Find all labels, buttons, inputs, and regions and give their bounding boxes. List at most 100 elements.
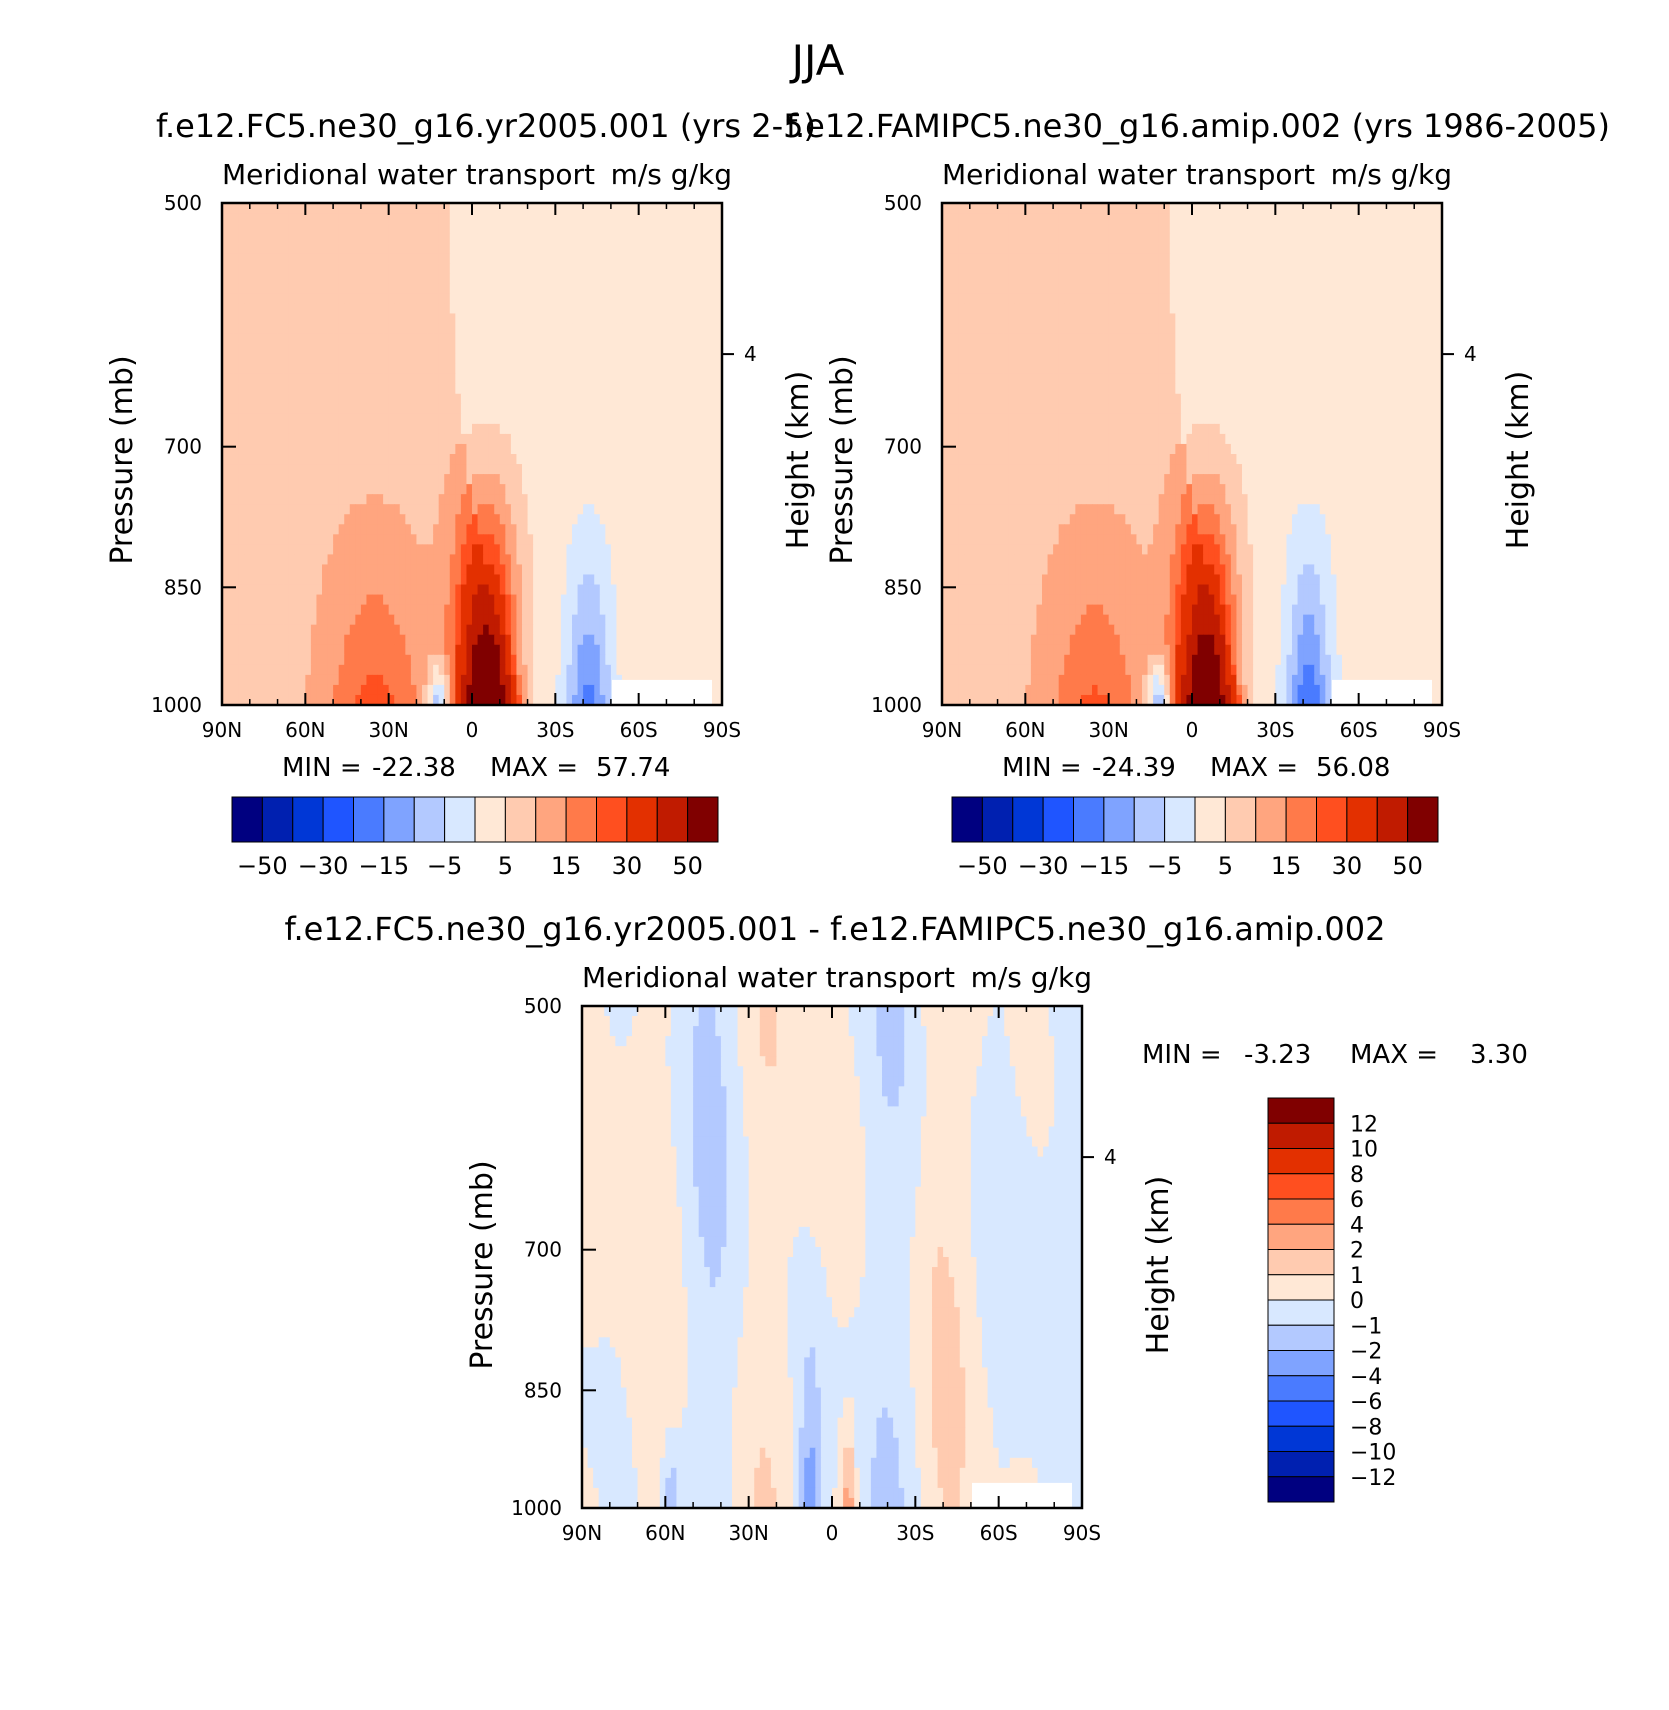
- contour-cell: [577, 413, 584, 425]
- contour-cell: [522, 283, 529, 294]
- contour-cell: [649, 644, 656, 656]
- contour-cell: [227, 233, 234, 244]
- contour-cell: [249, 243, 256, 254]
- contour-cell: [516, 474, 523, 485]
- contour-cell: [555, 614, 562, 626]
- contour-cell: [310, 644, 318, 656]
- contour-cell: [472, 413, 479, 425]
- contour-cell: [694, 634, 701, 646]
- contour-cell: [583, 604, 590, 616]
- contour-cell: [444, 484, 451, 495]
- contour-cell: [666, 554, 673, 566]
- contour-cell: [516, 273, 523, 284]
- contour-cell: [505, 293, 512, 304]
- contour-cell: [683, 524, 690, 535]
- contour-cell: [560, 474, 568, 485]
- contour-cell: [616, 544, 623, 555]
- contour-cell: [1253, 233, 1260, 244]
- contour-cell: [610, 203, 618, 214]
- contour-cell: [383, 303, 390, 315]
- contour-cell: [649, 213, 656, 224]
- contour-cell: [616, 223, 623, 234]
- contour-cell: [572, 674, 579, 686]
- contour-cell: [644, 474, 651, 485]
- contour-cell: [305, 353, 312, 365]
- contour-cell: [238, 614, 245, 626]
- contour-cell: [244, 514, 251, 525]
- contour-cell: [333, 403, 340, 415]
- contour-cell: [344, 534, 351, 545]
- contour-cell: [560, 464, 568, 475]
- contour-cell: [1069, 243, 1076, 254]
- contour-cell: [1036, 213, 1043, 224]
- contour-cell: [622, 353, 629, 365]
- contour-cell: [410, 634, 418, 646]
- contour-cell: [416, 433, 423, 445]
- contour-cell: [516, 233, 523, 244]
- contour-cell: [544, 454, 551, 465]
- contour-cell: [288, 664, 295, 676]
- contour-cell: [338, 614, 345, 626]
- contour-cell: [405, 213, 412, 224]
- contour-cell: [666, 514, 673, 525]
- contour-cell: [294, 694, 301, 706]
- contour-cell: [433, 674, 440, 686]
- contour-cell: [494, 443, 501, 455]
- contour-cell: [549, 373, 556, 385]
- contour-cell: [255, 454, 262, 465]
- contour-cell: [594, 594, 601, 606]
- contour-cell: [644, 393, 651, 405]
- contour-cell: [444, 454, 451, 465]
- contour-cell: [710, 403, 718, 415]
- contour-cell: [366, 413, 373, 425]
- contour-cell: [594, 524, 601, 535]
- contour-cell: [383, 393, 390, 405]
- contour-cell: [616, 323, 623, 335]
- contour-cell: [460, 223, 468, 234]
- contour-cell: [705, 634, 712, 646]
- contour-cell: [505, 514, 512, 525]
- contour-cell: [488, 564, 495, 576]
- contour-cell: [488, 383, 495, 395]
- contour-cell: [366, 554, 373, 566]
- contour-cell: [288, 624, 295, 636]
- contour-cell: [438, 433, 445, 445]
- contour-cell: [383, 564, 390, 576]
- contour-cell: [399, 443, 406, 455]
- contour-cell: [1436, 223, 1443, 234]
- contour-cell: [605, 504, 612, 515]
- contour-cell: [227, 504, 234, 515]
- contour-cell: [277, 554, 284, 566]
- contour-cell: [227, 313, 234, 325]
- contour-cell: [499, 403, 506, 415]
- contour-cell: [238, 664, 245, 676]
- contour-cell: [260, 524, 268, 535]
- contour-cell: [355, 464, 362, 475]
- contour-cell: [594, 393, 601, 405]
- contour-cell: [505, 263, 512, 274]
- contour-cell: [510, 263, 518, 274]
- contour-cell: [405, 464, 412, 475]
- contour-cell: [1030, 203, 1038, 214]
- contour-cell: [283, 303, 290, 315]
- contour-cell: [1192, 213, 1199, 224]
- contour-cell: [388, 413, 395, 425]
- contour-cell: [605, 373, 612, 385]
- contour-cell: [438, 574, 445, 586]
- contour-cell: [410, 293, 418, 304]
- contour-cell: [483, 243, 490, 254]
- contour-cell: [383, 383, 390, 395]
- contour-cell: [327, 293, 334, 304]
- contour-cell: [466, 554, 473, 566]
- contour-cell: [560, 654, 568, 666]
- contour-cell: [583, 624, 590, 636]
- contour-cell: [222, 293, 229, 304]
- contour-cell: [277, 223, 284, 234]
- contour-cell: [366, 423, 373, 435]
- contour-cell: [705, 343, 712, 355]
- contour-cell: [1058, 243, 1065, 254]
- contour-cell: [522, 524, 529, 535]
- contour-cell: [405, 524, 412, 535]
- contour-cell: [672, 313, 679, 325]
- contour-cell: [605, 323, 612, 335]
